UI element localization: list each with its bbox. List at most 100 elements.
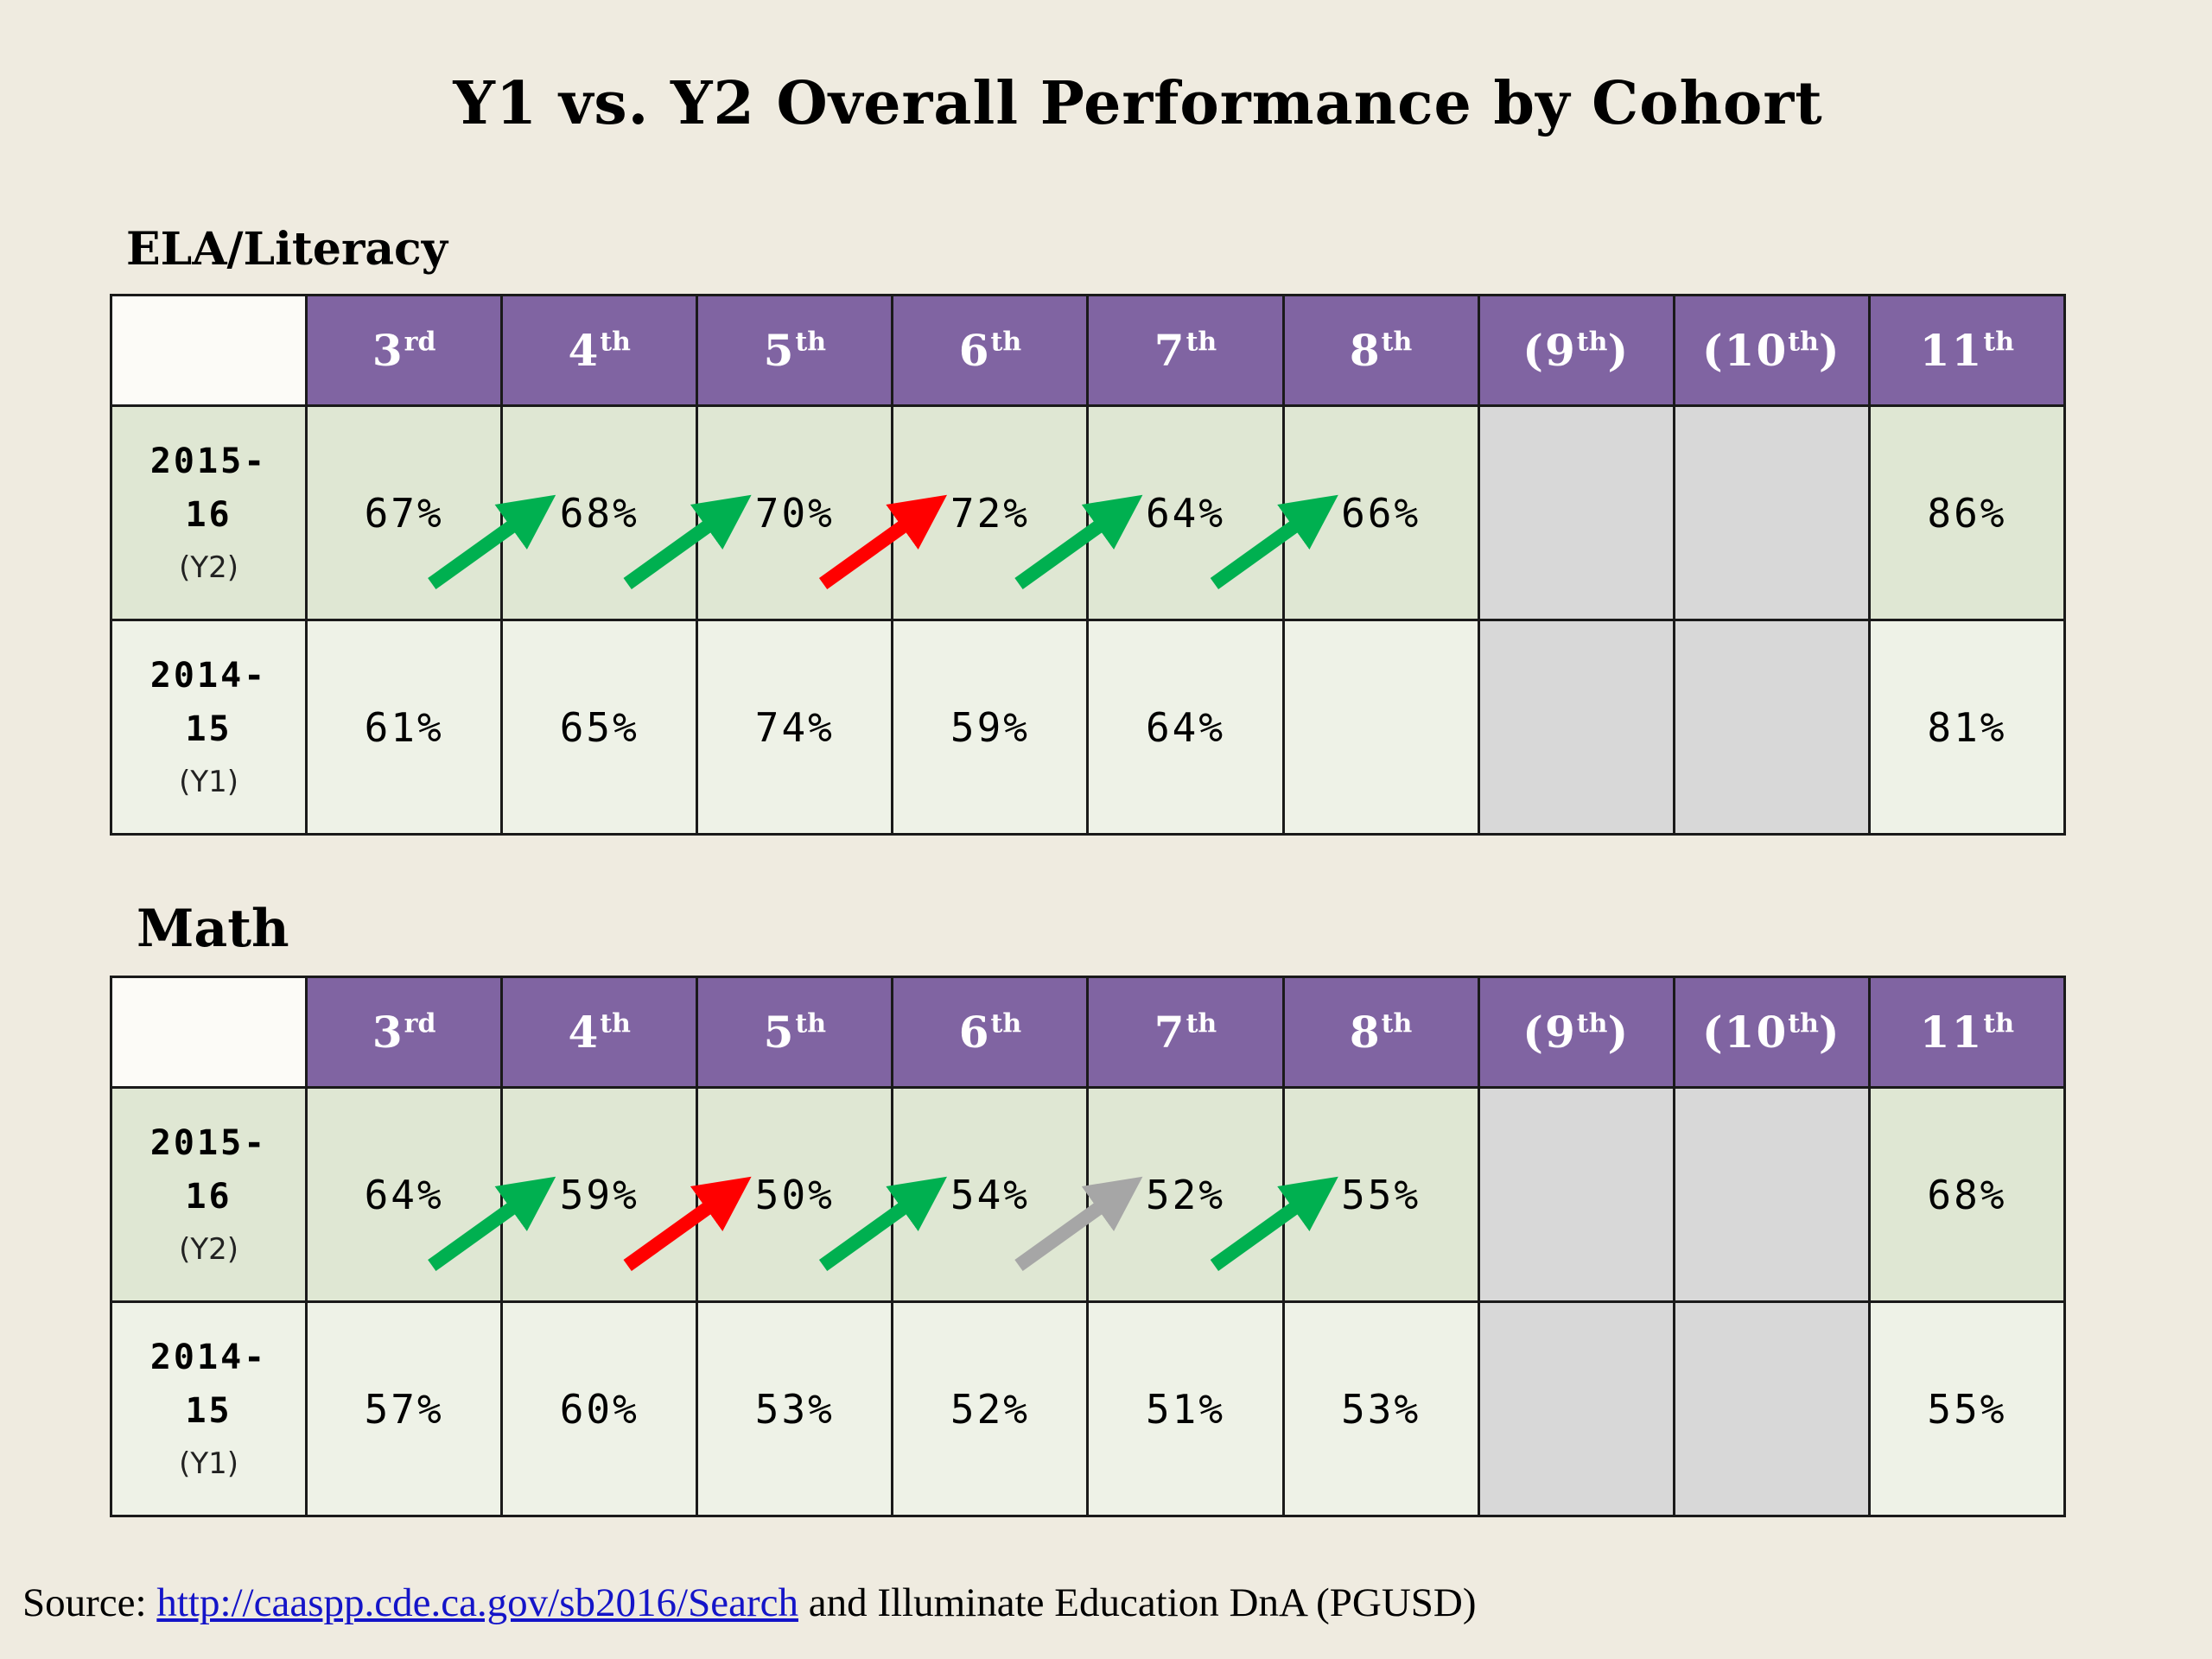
math-score-cell: 51% [1086, 1300, 1285, 1517]
grade-number: 6 [958, 1007, 991, 1058]
math-grade-header: 11th [1867, 976, 2067, 1089]
grade-suffix: th [1983, 1008, 2015, 1039]
ela-score-cell: 74% [696, 619, 894, 836]
grade-paren-close: ) [1818, 1007, 1841, 1058]
grade-number: 11 [1919, 1007, 1984, 1058]
ela-grade-header: 11th [1867, 294, 2067, 407]
grade-number: 8 [1349, 325, 1382, 376]
math-score-cell: 68% [1867, 1086, 2067, 1303]
grade-suffix: th [1185, 1008, 1217, 1039]
math-score-cell: 53% [1281, 1300, 1480, 1517]
grade-suffix: th [600, 327, 631, 358]
grade-paren-close: ) [1607, 325, 1630, 376]
math-score-cell: 52% [891, 1300, 1090, 1517]
math-row-y2: 2015- 16 (Y2) 64% 59% 50% 54% 52% 55% 68% [109, 1086, 2067, 1303]
grade-number: 5 [763, 1007, 796, 1058]
grade-suffix: rd [404, 1008, 436, 1039]
ela-score-cell [1477, 404, 1675, 621]
math-score-cell: 55% [1867, 1300, 2067, 1517]
school-year: 2014- [149, 1338, 268, 1378]
year-tag: (Y1) [179, 765, 239, 800]
ela-score-cell: 67% [305, 404, 504, 621]
ela-score-cell [1281, 619, 1480, 836]
source-prefix: Source: [22, 1580, 157, 1625]
math-score-cell: 60% [500, 1300, 699, 1517]
math-score-cell: 64% [305, 1086, 504, 1303]
math-score-cell [1672, 1300, 1871, 1517]
ela-score-cell: 64% [1086, 404, 1285, 621]
grade-number: 4 [568, 1007, 601, 1058]
grade-number: 6 [958, 325, 991, 376]
year-tag: (Y1) [179, 1446, 239, 1482]
ela-header-row: 3rd 4th 5th 6th 7th 8th (9th) (10th) 11th [109, 294, 2067, 407]
ela-score-cell: 68% [500, 404, 699, 621]
grade-suffix: th [1185, 327, 1217, 358]
grade-paren-close: ) [1818, 325, 1841, 376]
math-section-label: Math [137, 899, 289, 959]
grade-number: 3 [372, 1007, 404, 1058]
math-score-cell [1477, 1086, 1675, 1303]
math-score-cell [1672, 1086, 1871, 1303]
math-score-cell: 57% [305, 1300, 504, 1517]
ela-grade-header: 6th [891, 294, 1090, 407]
math-grade-header: 7th [1086, 976, 1285, 1089]
math-row-y1: 2014- 15 (Y1) 57% 60% 53% 52% 51% 53% 55% [109, 1300, 2067, 1517]
math-grade-header: (9th) [1477, 976, 1675, 1089]
grade-number: 10 [1724, 325, 1789, 376]
math-grade-header: 4th [500, 976, 699, 1089]
grade-suffix: th [990, 327, 1022, 358]
ela-grade-header: 8th [1281, 294, 1480, 407]
grade-suffix: th [1788, 327, 1819, 358]
school-year: 2014- [149, 656, 268, 696]
math-corner-cell [109, 976, 308, 1089]
math-grade-header: (10th) [1672, 976, 1871, 1089]
grade-paren-open: ( [1701, 325, 1725, 376]
grade-number: 7 [1154, 325, 1186, 376]
ela-score-cell: 81% [1867, 619, 2067, 836]
grade-suffix: th [795, 327, 827, 358]
source-suffix: and Illuminate Education DnA (PGUSD) [798, 1580, 1477, 1625]
school-year: 16 [185, 495, 232, 536]
ela-score-cell: 61% [305, 619, 504, 836]
math-grade-header: 5th [696, 976, 894, 1089]
grade-number: 11 [1919, 325, 1984, 376]
year-tag: (Y2) [179, 1232, 239, 1268]
source-note: Source: http://caaspp.cde.ca.gov/sb2016/… [22, 1580, 1477, 1626]
school-year: 15 [185, 709, 232, 750]
school-year: 15 [185, 1391, 232, 1432]
source-link[interactable]: http://caaspp.cde.ca.gov/sb2016/Search [156, 1580, 798, 1625]
math-header-row: 3rd 4th 5th 6th 7th 8th (9th) (10th) 11th [109, 976, 2067, 1089]
grade-number: 7 [1154, 1007, 1186, 1058]
math-grade-header: 3rd [305, 976, 504, 1089]
ela-score-cell: 72% [891, 404, 1090, 621]
ela-table: 3rd 4th 5th 6th 7th 8th (9th) (10th) 11th 2015- 1… [109, 294, 2067, 836]
math-grade-header: 8th [1281, 976, 1480, 1089]
ela-score-cell: 65% [500, 619, 699, 836]
math-score-cell: 54% [891, 1086, 1090, 1303]
ela-grade-header: 5th [696, 294, 894, 407]
ela-grade-header: (9th) [1477, 294, 1675, 407]
grade-suffix: th [1576, 1008, 1608, 1039]
ela-corner-cell [109, 294, 308, 407]
grade-suffix: rd [404, 327, 436, 358]
ela-score-cell [1672, 404, 1871, 621]
ela-row-label-y1: 2014- 15 (Y1) [109, 619, 308, 836]
grade-suffix: th [1381, 1008, 1413, 1039]
grade-paren-open: ( [1522, 325, 1545, 376]
school-year: 2015- [149, 442, 268, 482]
grade-paren-open: ( [1522, 1007, 1545, 1058]
math-row-label-y1: 2014- 15 (Y1) [109, 1300, 308, 1517]
school-year: 2015- [149, 1123, 268, 1164]
ela-grade-header: 4th [500, 294, 699, 407]
ela-score-cell: 59% [891, 619, 1090, 836]
ela-row-y2: 2015- 16 (Y2) 67% 68% 70% 72% 64% 66% 86% [109, 404, 2067, 621]
grade-number: 5 [763, 325, 796, 376]
math-row-label-y2: 2015- 16 (Y2) [109, 1086, 308, 1303]
math-score-cell: 52% [1086, 1086, 1285, 1303]
ela-row-label-y2: 2015- 16 (Y2) [109, 404, 308, 621]
grade-suffix: th [600, 1008, 631, 1039]
ela-score-cell: 66% [1281, 404, 1480, 621]
math-score-cell: 53% [696, 1300, 894, 1517]
grade-paren-open: ( [1701, 1007, 1725, 1058]
grade-number: 9 [1544, 1007, 1577, 1058]
